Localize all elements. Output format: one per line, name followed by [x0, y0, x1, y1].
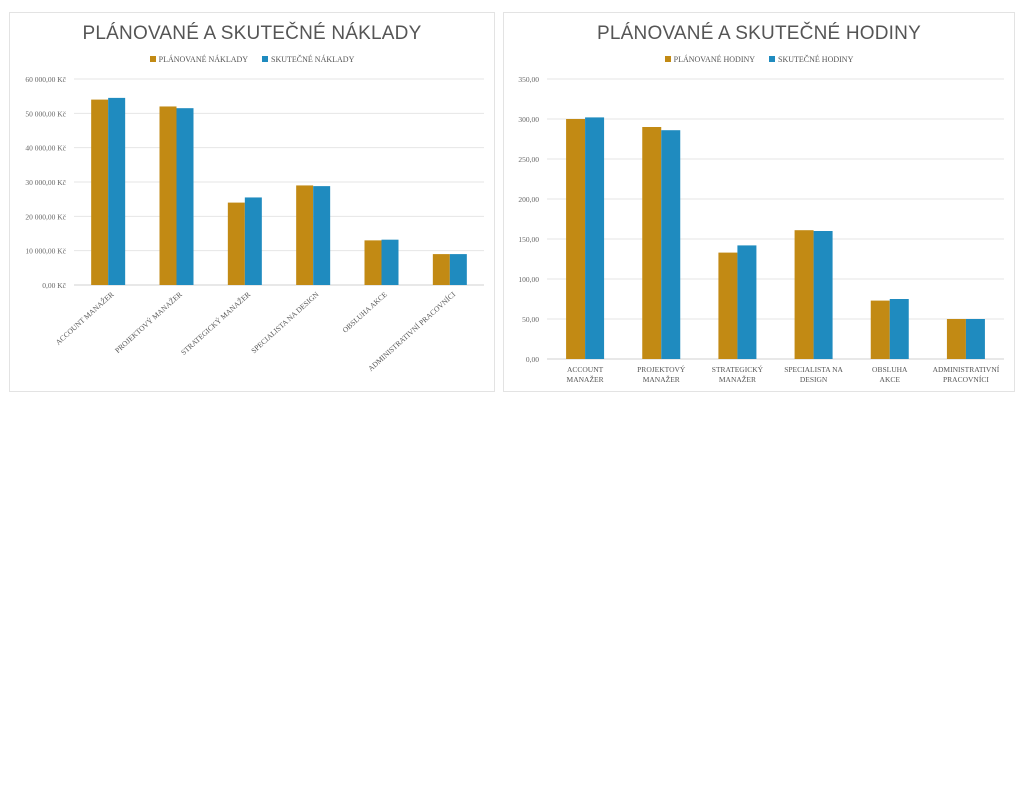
bar-planned [159, 106, 177, 285]
legend-item-planned: PLÁNOVANÉ HODINY [664, 55, 756, 64]
legend-label: PLÁNOVANÉ HODINY [673, 55, 756, 64]
legend-swatch-planned [664, 56, 671, 62]
legend-swatch-planned [149, 56, 156, 62]
bar-actual [313, 186, 331, 285]
y-tick-label: 50,00 [522, 315, 539, 324]
legend-swatch-actual [769, 56, 776, 62]
bar-actual [244, 197, 262, 285]
bar-planned [566, 119, 586, 359]
y-tick-label: 60 000,00 Kč [25, 75, 66, 84]
cost-plot-area: 0,00 Kč 10 000,00 Kč 20 000,00 Kč 30 000,00… [25, 75, 484, 373]
bar-actual [661, 130, 681, 359]
bar-actual [737, 245, 757, 359]
y-tick-label: 200,00 [518, 195, 539, 204]
x-category-label: ACCOUNT MANAŽER [53, 289, 115, 347]
y-tick-label: 250,00 [518, 155, 539, 164]
bar-planned [432, 254, 450, 285]
hours-plot-area: 0,00 50,00 100,00 150,00 200,00 250,00 300,00 3… [518, 75, 1004, 384]
chart-legend: PLÁNOVANÉ HODINY SKUTEČNÉ HODINY [504, 55, 1014, 64]
bar-actual [108, 97, 126, 285]
y-tick-label: 30 000,00 Kč [25, 178, 66, 187]
bar-planned [946, 319, 966, 359]
x-category-label: PROJEKTOVÝ MANAŽER [112, 289, 183, 355]
legend-label: SKUTEČNÉ NÁKLADY [271, 55, 355, 64]
bar-planned [642, 127, 662, 359]
y-tick-label: 0,00 Kč [42, 281, 66, 290]
cost-chart-panel: PLÁNOVANÉ A SKUTEČNÉ NÁKLADY PLÁNOVANÉ N… [9, 12, 495, 392]
legend-label: PLÁNOVANÉ NÁKLADY [158, 55, 249, 64]
bar-planned [718, 252, 738, 359]
bar-actual [449, 254, 467, 285]
legend-swatch-actual [262, 56, 269, 62]
y-tick-label: 40 000,00 Kč [25, 144, 66, 153]
bar-actual [813, 231, 833, 359]
legend-item-actual: SKUTEČNÉ NÁKLADY [262, 55, 354, 64]
chart-legend: PLÁNOVANÉ NÁKLADY SKUTEČNÉ NÁKLADY [10, 55, 494, 64]
chart-title: PLÁNOVANÉ A SKUTEČNÉ HODINY [597, 23, 921, 44]
hours-chart-panel: PLÁNOVANÉ A SKUTEČNÉ HODINY PLÁNOVANÉ HO… [503, 12, 1015, 392]
bar-planned [227, 202, 245, 285]
x-category-label: SPECIALISTA NA DESIGN [784, 365, 843, 384]
y-tick-label: 100,00 [518, 275, 539, 284]
x-category-label: ADMINISTRATIVNÍ PRACOVNÍCI [933, 364, 1000, 384]
x-category-label: STRATEGICKÝ MANAŽER [178, 289, 252, 357]
chart-title: PLÁNOVANÉ A SKUTEČNÉ NÁKLADY [82, 23, 422, 44]
legend-label: SKUTEČNÉ HODINY [778, 55, 854, 64]
x-category-label: STRATEGICKÝ MANAŽER [712, 364, 764, 384]
bar-planned [794, 230, 814, 359]
bar-planned [870, 300, 890, 359]
x-category-label: PROJEKTOVÝ MANAŽER [637, 364, 686, 384]
y-tick-label: 300,00 [518, 115, 539, 124]
x-category-label: OBSLUHA AKCE [341, 290, 390, 335]
y-tick-label: 350,00 [518, 75, 539, 84]
bar-actual [965, 319, 985, 359]
y-tick-label: 50 000,00 Kč [25, 109, 66, 118]
bar-planned [91, 99, 109, 285]
bar-planned [296, 185, 314, 285]
y-tick-label: 0,00 [526, 355, 539, 364]
bar-actual [585, 117, 605, 360]
y-tick-label: 150,00 [518, 235, 539, 244]
bar-actual [889, 299, 909, 359]
bar-actual [176, 108, 194, 285]
y-tick-label: 20 000,00 Kč [25, 212, 66, 221]
bar-actual [381, 239, 399, 285]
x-category-label: OBSLUHA AKCE [872, 365, 908, 384]
y-tick-label: 10 000,00 Kč [25, 247, 66, 256]
bar-planned [364, 240, 382, 285]
x-category-label: ACCOUNT MANAŽER [567, 365, 604, 384]
legend-item-planned: PLÁNOVANÉ NÁKLADY [149, 55, 249, 64]
legend-item-actual: SKUTEČNÉ HODINY [769, 55, 853, 64]
x-category-label: SPECIALISTA NA DESIGN [249, 289, 321, 355]
